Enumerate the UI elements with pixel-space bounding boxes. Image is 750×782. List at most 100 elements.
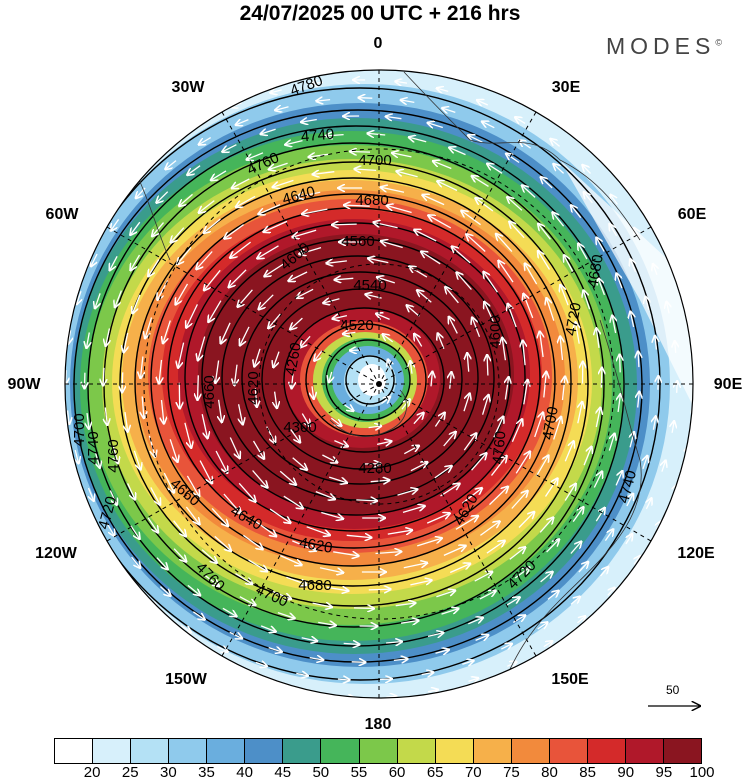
wind-vector [327, 261, 347, 263]
wind-vector [260, 625, 276, 632]
wind-vector [139, 137, 147, 144]
wind-vector [553, 417, 561, 440]
wind-vector [387, 206, 412, 214]
wind-vector [411, 65, 421, 67]
colorbar-tick-label: 40 [236, 764, 253, 781]
colorbar-tick-label: 70 [464, 764, 482, 781]
wind-vector [297, 288, 314, 297]
wind-vector [584, 291, 591, 310]
wind-vector [229, 631, 242, 638]
colorbar-swatch [435, 739, 474, 763]
wind-vector [177, 246, 192, 264]
wind-vector [626, 494, 633, 507]
wind-vector [318, 622, 335, 625]
wind-vector [301, 335, 311, 347]
wind-vector [239, 596, 256, 605]
wind-vector [595, 508, 604, 522]
wind-vector [258, 245, 279, 258]
wind-vector [163, 472, 174, 492]
wind-vector [421, 672, 433, 674]
wind-vector [179, 193, 193, 206]
wind-vector [306, 526, 330, 535]
wind-vector [463, 434, 476, 451]
wind-vector [433, 161, 452, 170]
wind-vector [468, 678, 479, 681]
wind-vector [344, 405, 354, 411]
wind-vector [472, 318, 481, 338]
wind-vector [490, 456, 507, 476]
wind-vector [159, 359, 162, 383]
wind-vector [285, 141, 303, 145]
wind-vector [163, 320, 171, 343]
wind-vector [572, 507, 583, 522]
wind-vector [332, 224, 357, 225]
wind-vector [247, 152, 264, 160]
wind-vector [150, 487, 160, 504]
wind-vector [351, 662, 366, 663]
wind-vector [214, 535, 231, 550]
wind-vector [544, 479, 558, 497]
contour-label: 4620 [298, 534, 334, 557]
wind-vector [423, 195, 445, 206]
wind-vector [198, 336, 206, 361]
wind-vector [437, 88, 449, 91]
wind-vector [296, 673, 307, 675]
colorbar-swatch [321, 739, 360, 763]
wind-vector [417, 290, 432, 303]
wind-vector [68, 330, 70, 343]
wind-vector [445, 287, 459, 304]
wind-vector [604, 530, 613, 541]
wind-vector [507, 662, 516, 666]
wind-vector [103, 199, 111, 209]
wind-vector [506, 154, 520, 164]
wind-vector [236, 195, 256, 207]
colorbar-tick-label: 35 [198, 764, 215, 781]
wind-vector [449, 564, 470, 574]
wind-vector [386, 696, 396, 697]
wind-vector [466, 234, 486, 252]
wind-vector [370, 480, 389, 482]
wind-vector [84, 195, 90, 204]
wind-vector [302, 693, 313, 695]
vector-scale-label: 50 [666, 683, 680, 697]
colorbar-swatch [473, 739, 512, 763]
wind-vector [184, 422, 191, 448]
wind-vector [157, 191, 169, 203]
wind-vector [222, 607, 236, 616]
wind-vector [597, 238, 605, 252]
wind-vector [199, 137, 212, 145]
contour-label: 4260 [282, 341, 305, 377]
wind-vector [328, 63, 338, 64]
wind-vector [110, 255, 118, 270]
wind-vector [403, 446, 419, 455]
wind-vector [301, 638, 317, 641]
wind-vector [543, 641, 552, 646]
colorbar-swatch [93, 739, 132, 763]
wind-vector [375, 552, 402, 554]
wind-vector [476, 198, 494, 212]
contour-label: 4600 [487, 315, 504, 348]
wind-vector [381, 241, 403, 249]
wind-vector [611, 195, 618, 205]
wind-vector [675, 341, 676, 353]
wind-vector [68, 410, 70, 424]
wind-vector [547, 298, 555, 321]
wind-vector [524, 294, 534, 319]
wind-vector [329, 371, 332, 382]
wind-vector [111, 219, 120, 230]
wind-vector [187, 584, 200, 595]
wind-vector [455, 516, 478, 530]
wind-vector [502, 338, 505, 361]
wind-vector [492, 87, 502, 91]
wind-vector [600, 567, 609, 577]
wind-vector [65, 229, 68, 239]
wind-vector [252, 470, 268, 488]
wind-vector [286, 576, 306, 584]
wind-vector [113, 446, 118, 463]
wind-vector [475, 635, 489, 640]
wind-vector [317, 100, 331, 102]
wind-vector [646, 499, 651, 510]
wind-vector [463, 394, 470, 412]
wind-vector [443, 432, 456, 447]
brand-name: MODES [606, 33, 716, 59]
